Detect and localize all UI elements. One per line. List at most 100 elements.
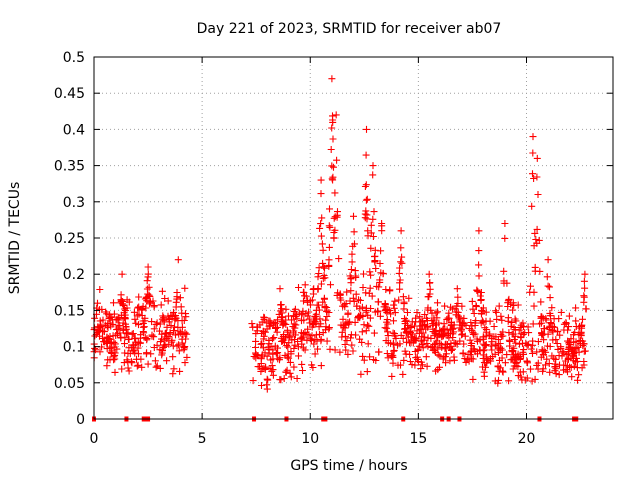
data-point	[139, 323, 147, 331]
y-tick-label: 0.1	[63, 340, 85, 356]
data-point	[469, 305, 477, 313]
data-point	[423, 362, 431, 370]
data-point	[540, 336, 548, 344]
data-point	[264, 376, 272, 384]
data-point	[488, 338, 496, 346]
data-point	[565, 344, 573, 352]
data-point	[574, 376, 581, 384]
peak-point	[328, 75, 336, 83]
data-point	[364, 321, 371, 329]
data-point	[293, 311, 300, 319]
peak-point	[453, 285, 461, 293]
data-point	[564, 337, 572, 345]
data-point	[511, 315, 519, 323]
data-point	[348, 250, 356, 258]
data-point	[96, 286, 104, 293]
data-point	[378, 227, 386, 235]
data-point	[418, 317, 426, 325]
data-point	[482, 326, 490, 334]
data-point	[397, 244, 405, 252]
data-point	[470, 345, 478, 353]
data-point	[423, 314, 431, 322]
data-point	[280, 375, 288, 382]
data-point	[330, 234, 338, 242]
data-point	[474, 288, 482, 296]
data-point	[518, 376, 526, 384]
data-point	[160, 341, 168, 349]
peak-point	[529, 133, 537, 141]
data-point	[370, 329, 378, 337]
data-point	[406, 358, 414, 365]
y-tick-labels: 0 0.05 0.1 0.15 0.2 0.25 0.3 0.35 0.4 0.45 0.5	[54, 50, 85, 428]
data-point	[458, 331, 466, 339]
data-point	[375, 348, 383, 356]
data-point	[421, 311, 429, 319]
data-point	[269, 366, 277, 374]
data-point	[104, 319, 112, 327]
y-tick-label: 0.35	[54, 159, 85, 175]
data-point	[272, 325, 279, 332]
data-point	[386, 287, 394, 295]
data-point	[252, 337, 260, 345]
data-point	[254, 352, 262, 360]
data-point	[470, 310, 478, 317]
data-point	[448, 318, 455, 326]
data-point	[509, 306, 517, 314]
data-point	[533, 225, 541, 233]
data-point	[354, 314, 362, 322]
data-point	[556, 331, 564, 339]
data-point	[125, 367, 133, 375]
data-point	[529, 350, 536, 357]
data-point	[113, 326, 121, 334]
data-point	[329, 176, 337, 184]
data-point	[278, 313, 286, 321]
data-point	[175, 347, 183, 355]
data-point	[344, 310, 352, 318]
data-point	[534, 338, 542, 346]
data-point	[103, 362, 111, 370]
data-point	[99, 328, 106, 336]
data-point	[116, 322, 124, 329]
data-point	[478, 310, 485, 318]
data-point	[479, 363, 486, 371]
data-point	[110, 299, 117, 307]
data-point	[352, 272, 360, 280]
data-point	[160, 316, 168, 324]
data-point	[500, 277, 508, 285]
data-point	[389, 352, 397, 360]
data-point	[299, 288, 307, 296]
data-point	[362, 151, 370, 159]
data-point	[432, 309, 440, 317]
data-point	[146, 292, 154, 300]
data-point	[299, 367, 306, 374]
data-point	[580, 358, 588, 365]
data-point	[299, 344, 307, 352]
data-point	[261, 314, 268, 322]
data-point	[552, 355, 560, 363]
data-point	[182, 335, 190, 343]
data-point	[505, 377, 513, 385]
data-point	[339, 315, 347, 323]
data-point	[158, 349, 166, 357]
data-point	[143, 285, 151, 293]
y-tick-label: 0.15	[54, 303, 85, 319]
data-point	[96, 332, 103, 340]
data-point	[366, 284, 374, 292]
data-point	[133, 355, 140, 363]
data-point	[538, 331, 546, 339]
data-point	[301, 292, 308, 300]
data-point	[481, 324, 489, 332]
data-point	[331, 226, 339, 234]
data-point	[442, 359, 450, 367]
data-point	[134, 304, 142, 312]
data-point	[480, 333, 488, 341]
data-point	[512, 339, 520, 347]
x-tick-label: 0	[90, 431, 99, 447]
data-point	[308, 361, 316, 369]
data-point	[171, 323, 178, 331]
data-point	[249, 377, 257, 385]
peak-point	[276, 285, 284, 293]
data-point	[389, 340, 397, 348]
data-point	[512, 317, 520, 325]
data-point	[407, 323, 415, 331]
